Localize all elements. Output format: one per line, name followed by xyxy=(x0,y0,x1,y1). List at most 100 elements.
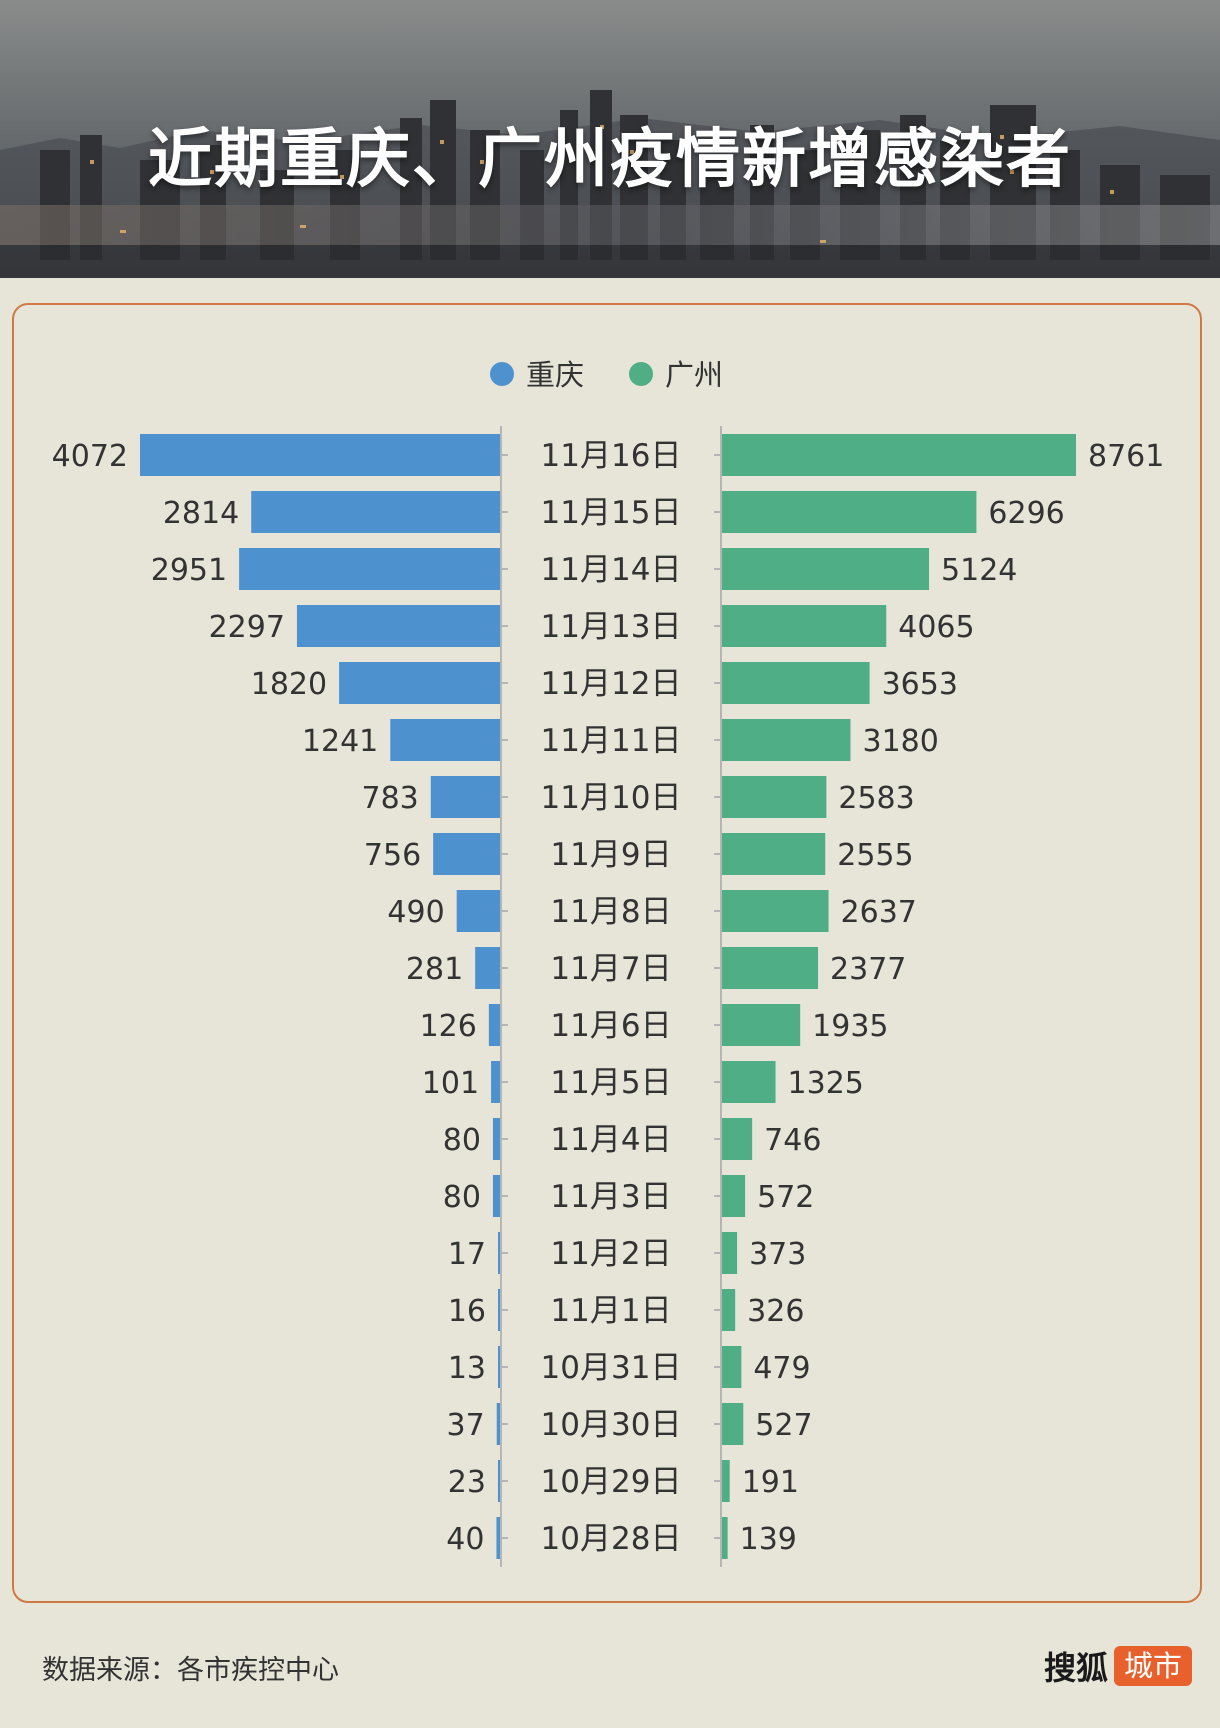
value-label-chongqing: 37 xyxy=(447,1408,485,1443)
bar-guangzhou xyxy=(722,491,977,533)
value-label-chongqing: 101 xyxy=(422,1066,479,1101)
value-label-chongqing: 13 xyxy=(448,1351,486,1386)
bar-guangzhou xyxy=(722,1118,753,1160)
category-label: 11月15日 xyxy=(541,495,682,531)
bar-guangzhou xyxy=(722,1004,801,1046)
chart-legend: 重庆 广州 xyxy=(490,358,723,392)
bar-chongqing xyxy=(251,491,500,533)
chart-frame xyxy=(12,303,1202,1603)
value-label-guangzhou: 2377 xyxy=(830,952,906,987)
bar-guangzhou xyxy=(722,890,829,932)
bar-guangzhou xyxy=(722,434,1076,476)
butterfly-bar-chart: 重庆 广州 11月16日 4072 8761 11月15日 2814 6296 11月14日 2… xyxy=(52,358,1165,1567)
bar-chongqing xyxy=(498,1346,500,1388)
value-label-chongqing: 40 xyxy=(446,1522,484,1557)
value-label-guangzhou: 373 xyxy=(749,1237,806,1272)
bar-chongqing xyxy=(491,1061,500,1103)
page-title: 近期重庆、广州疫情新增感染者 xyxy=(148,123,1072,197)
bar-guangzhou xyxy=(722,605,887,647)
category-label: 11月1日 xyxy=(550,1293,671,1329)
city-skyline-image xyxy=(0,0,1220,278)
category-label: 11月16日 xyxy=(541,438,682,474)
value-label-guangzhou: 2555 xyxy=(837,838,913,873)
category-label: 11月2日 xyxy=(550,1236,671,1272)
bar-chongqing xyxy=(390,719,500,761)
bar-guangzhou xyxy=(722,1289,736,1331)
value-label-chongqing: 80 xyxy=(443,1123,481,1158)
chart-bars xyxy=(140,434,1076,1559)
bar-guangzhou xyxy=(722,947,819,989)
value-label-guangzhou: 191 xyxy=(742,1465,799,1500)
header-banner: 近期重庆、广州疫情新增感染者 xyxy=(0,0,1220,278)
bar-guangzhou xyxy=(722,1403,744,1445)
value-label-guangzhou: 572 xyxy=(757,1180,814,1215)
value-label-guangzhou: 1935 xyxy=(812,1009,888,1044)
category-label: 11月12日 xyxy=(541,666,682,702)
bar-guangzhou xyxy=(722,833,826,875)
value-label-chongqing: 1820 xyxy=(251,667,327,702)
category-label: 11月11日 xyxy=(541,723,682,759)
value-label-guangzhou: 326 xyxy=(747,1294,804,1329)
bar-guangzhou xyxy=(722,662,870,704)
bar-chongqing xyxy=(339,662,500,704)
value-label-guangzhou: 139 xyxy=(740,1522,797,1557)
legend-label-guangzhou: 广州 xyxy=(665,358,723,392)
bar-chongqing xyxy=(498,1289,500,1331)
category-label: 11月7日 xyxy=(550,951,671,987)
value-label-chongqing: 2951 xyxy=(151,553,227,588)
category-label: 11月10日 xyxy=(541,780,682,816)
value-label-chongqing: 4072 xyxy=(52,439,128,474)
category-label: 11月13日 xyxy=(541,609,682,645)
category-label: 11月9日 xyxy=(550,837,671,873)
category-label: 10月29日 xyxy=(541,1464,682,1500)
bar-chongqing xyxy=(492,1118,500,1160)
value-label-guangzhou: 6296 xyxy=(988,496,1064,531)
chart-axes xyxy=(500,426,722,1567)
value-label-guangzhou: 2583 xyxy=(838,781,914,816)
category-label: 11月6日 xyxy=(550,1008,671,1044)
chart-labels: 11月16日 4072 8761 11月15日 2814 6296 11月14日 2951 51… xyxy=(52,438,1165,1557)
bar-chongqing xyxy=(296,605,500,647)
value-label-chongqing: 80 xyxy=(443,1180,481,1215)
value-label-chongqing: 783 xyxy=(362,781,419,816)
value-label-guangzhou: 2637 xyxy=(841,895,917,930)
value-label-guangzhou: 1325 xyxy=(788,1066,864,1101)
category-label: 11月8日 xyxy=(550,894,671,930)
value-label-chongqing: 2814 xyxy=(163,496,239,531)
value-label-guangzhou: 3653 xyxy=(882,667,958,702)
bar-chongqing xyxy=(496,1403,500,1445)
bar-guangzhou xyxy=(722,1517,728,1559)
brand-name: 搜狐 xyxy=(1043,1649,1108,1687)
bar-guangzhou xyxy=(722,719,851,761)
bar-guangzhou xyxy=(722,776,827,818)
value-label-chongqing: 2297 xyxy=(209,610,285,645)
value-label-chongqing: 126 xyxy=(420,1009,477,1044)
brand-badge: 城市 xyxy=(1113,1646,1192,1686)
legend-label-chongqing: 重庆 xyxy=(526,358,584,392)
bar-guangzhou xyxy=(722,548,930,590)
category-label: 10月28日 xyxy=(541,1521,682,1557)
bar-chongqing xyxy=(475,947,500,989)
value-label-chongqing: 17 xyxy=(448,1237,486,1272)
value-label-guangzhou: 8761 xyxy=(1088,439,1164,474)
value-label-chongqing: 23 xyxy=(448,1465,486,1500)
category-label: 11月5日 xyxy=(550,1065,671,1101)
value-label-guangzhou: 527 xyxy=(755,1408,812,1443)
category-label: 10月31日 xyxy=(541,1350,682,1386)
legend-marker-chongqing xyxy=(490,362,514,386)
bar-chongqing xyxy=(488,1004,500,1046)
bar-chongqing xyxy=(239,548,501,590)
value-label-guangzhou: 5124 xyxy=(941,553,1017,588)
bar-guangzhou xyxy=(722,1175,746,1217)
data-source-note: 数据来源：各市疾控中心 xyxy=(42,1655,339,1686)
bar-chongqing xyxy=(456,890,500,932)
category-label: 11月3日 xyxy=(550,1179,671,1215)
bar-chongqing xyxy=(496,1517,500,1559)
bar-guangzhou xyxy=(722,1460,730,1502)
value-label-chongqing: 490 xyxy=(387,895,444,930)
value-label-guangzhou: 479 xyxy=(753,1351,810,1386)
bar-guangzhou xyxy=(722,1346,742,1388)
bar-chongqing xyxy=(140,434,500,476)
value-label-guangzhou: 3180 xyxy=(862,724,938,759)
value-label-guangzhou: 4065 xyxy=(898,610,974,645)
